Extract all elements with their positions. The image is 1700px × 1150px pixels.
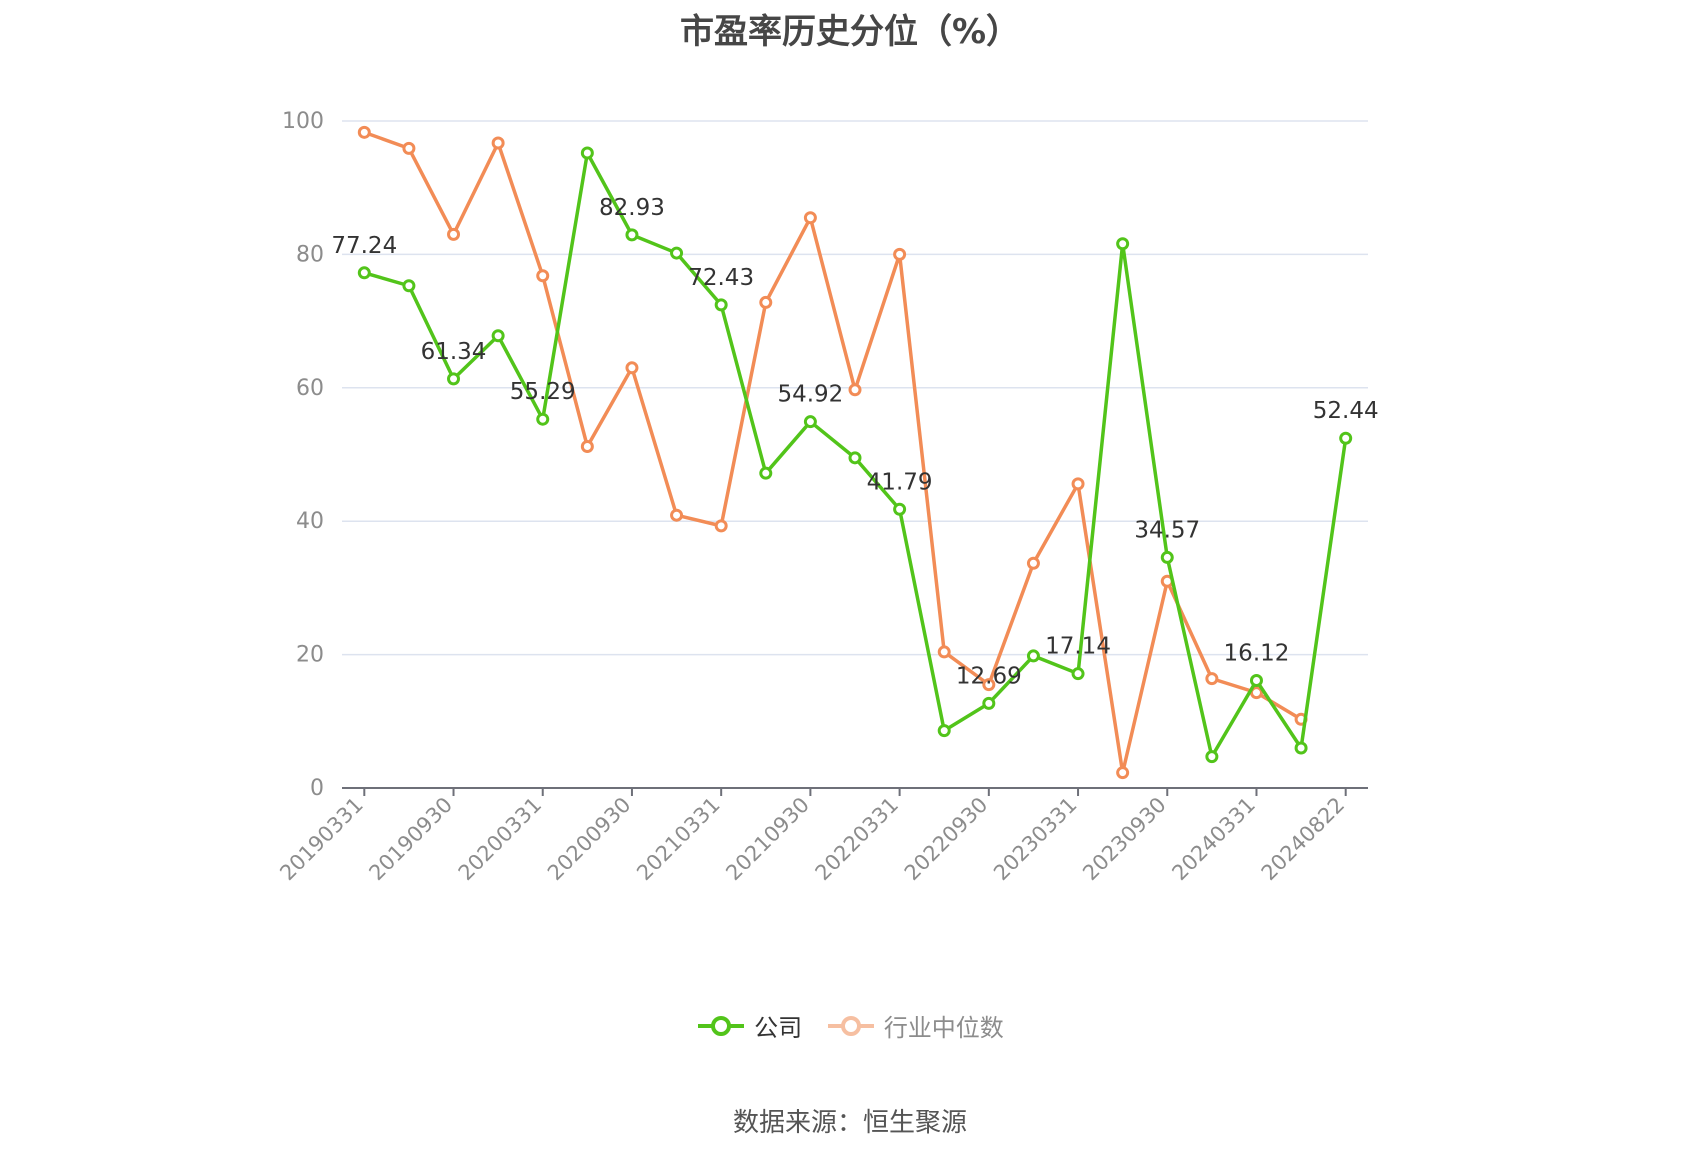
company-point [893, 502, 907, 516]
x-tick-label: 20210331 [632, 793, 725, 886]
company-data-label: 41.79 [867, 469, 933, 495]
company-point [491, 329, 505, 343]
industry-point [491, 136, 505, 150]
company-point [1071, 667, 1085, 681]
industry-point [580, 439, 594, 453]
industry-point [848, 383, 862, 397]
label-layer: 77.24 61.34 55.29 82.93 72.43 54.92 41.79 12.69… [331, 195, 1378, 690]
x-tick-label: 20220930 [900, 793, 993, 886]
legend-industry-label: 行业中位数 [883, 1014, 1004, 1042]
industry-point [937, 645, 951, 659]
x-tick-label: 20230331 [989, 793, 1082, 886]
company-point [1249, 673, 1263, 687]
industry-point [447, 227, 461, 241]
y-tick-label: 80 [296, 242, 324, 267]
x-tick-label: 20240331 [1167, 793, 1260, 886]
company-point [714, 298, 728, 312]
industry-point [625, 361, 639, 375]
industry-point [759, 295, 773, 309]
x-tick-label: 20190331 [275, 793, 368, 886]
industry-point [1205, 672, 1219, 686]
industry-point [357, 125, 371, 139]
axis-layer: 0 20 40 60 80 100 2019033120190930202003312020… [275, 109, 1368, 885]
company-data-label: 55.29 [510, 379, 576, 405]
legend: 公司 行业中位数 [0, 1008, 1700, 1044]
y-tick-label: 60 [296, 376, 324, 401]
industry-point [1026, 556, 1040, 570]
company-data-label: 34.57 [1134, 517, 1200, 543]
x-tick-label: 20210930 [721, 793, 814, 886]
x-tick-label: 20200331 [454, 793, 547, 886]
industry-point [1249, 686, 1263, 700]
industry-series-line [363, 130, 1302, 775]
company-point [1339, 431, 1353, 445]
company-point [1205, 750, 1219, 764]
industry-point [536, 269, 550, 283]
y-tick-label: 0 [310, 776, 324, 801]
company-data-label: 61.34 [421, 339, 487, 365]
industry-point [402, 141, 416, 155]
company-point [357, 266, 371, 280]
company-point [536, 412, 550, 426]
company-point [937, 724, 951, 738]
industry-point [714, 519, 728, 533]
company-point [803, 415, 817, 429]
chart-title: 市盈率历史分位（%） [679, 12, 1021, 52]
company-point [580, 146, 594, 160]
company-data-label: 72.43 [688, 265, 754, 291]
company-point [625, 228, 639, 242]
industry-point [803, 211, 817, 225]
legend-industry-marker-icon [827, 1015, 874, 1036]
industry-point [1071, 477, 1085, 491]
company-point [1026, 649, 1040, 663]
company-point [982, 696, 996, 710]
series-layer [357, 125, 1353, 780]
company-point [759, 466, 773, 480]
industry-point [982, 678, 996, 692]
legend-item-industry-median[interactable]: 行业中位数 [826, 1008, 1004, 1043]
company-point [848, 451, 862, 465]
company-data-label: 54.92 [777, 382, 843, 408]
company-point [670, 246, 684, 260]
x-tick-label: 20230930 [1078, 793, 1171, 886]
y-tick-label: 40 [296, 509, 324, 534]
y-tick-label: 100 [282, 109, 324, 134]
y-tick-label: 20 [296, 643, 324, 668]
legend-company-marker-icon [698, 1015, 745, 1036]
industry-point [1116, 766, 1130, 780]
industry-point [893, 247, 907, 261]
x-tick-label: 20240822 [1257, 793, 1350, 886]
company-data-label: 16.12 [1224, 640, 1290, 666]
x-tick-label: 20220331 [811, 793, 904, 886]
legend-item-company[interactable]: 公司 [696, 1008, 802, 1043]
source-note: 数据来源：恒生聚源 [732, 1108, 967, 1138]
company-data-label: 77.24 [331, 233, 397, 259]
company-point [1116, 237, 1130, 251]
company-point [1160, 550, 1174, 564]
industry-point [670, 508, 684, 522]
legend-company-label: 公司 [754, 1014, 803, 1042]
company-data-label: 12.69 [956, 663, 1022, 689]
x-tick-label: 20190930 [365, 793, 458, 886]
company-point [447, 372, 461, 386]
company-data-label: 17.14 [1045, 634, 1111, 660]
company-point [1294, 741, 1308, 755]
x-tick-label: 20200930 [543, 793, 636, 886]
company-data-label: 52.44 [1313, 398, 1379, 424]
company-data-label: 82.93 [599, 195, 665, 221]
company-point [402, 279, 416, 293]
